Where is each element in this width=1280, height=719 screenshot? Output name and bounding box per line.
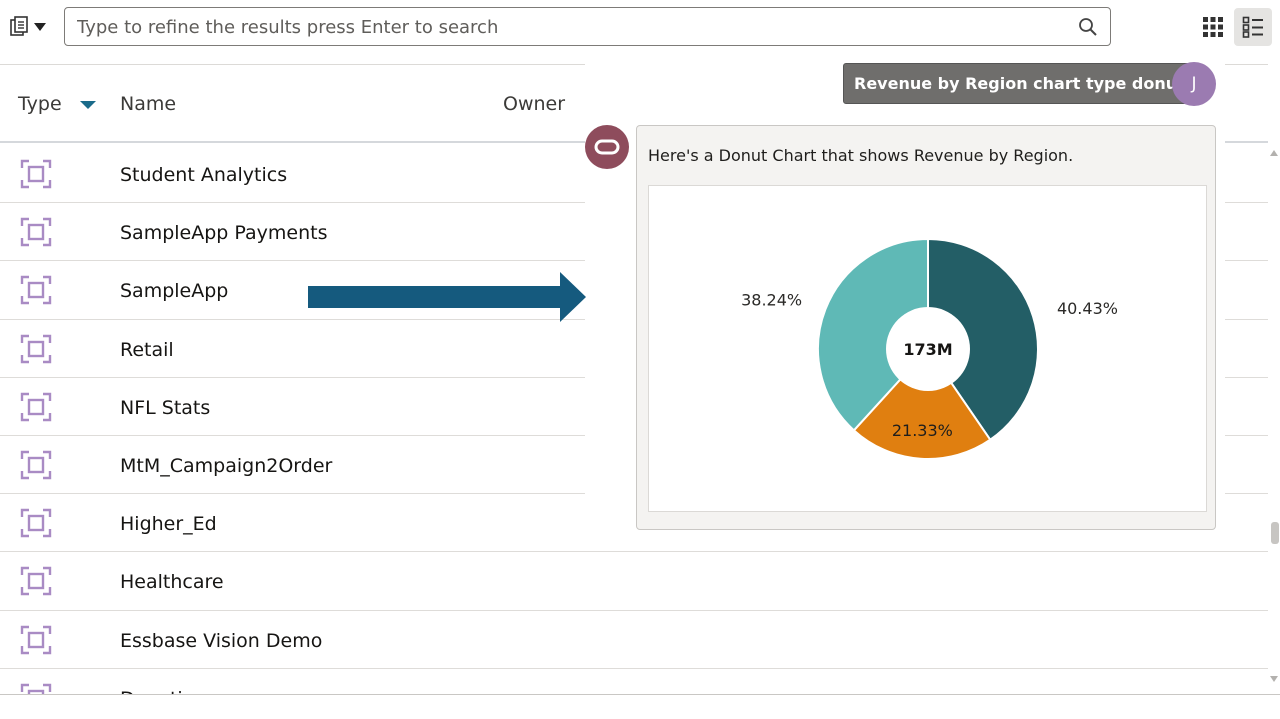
data-source-menu-icon (10, 16, 28, 36)
donut-slice[interactable] (852, 347, 992, 460)
subject-area-icon (20, 276, 52, 305)
subject-area-icon (20, 450, 52, 480)
subject-area-icon (20, 567, 52, 596)
scroll-thumb[interactable] (1271, 522, 1279, 544)
data-source-menu-button[interactable] (8, 12, 54, 42)
grid-view-button[interactable] (1194, 8, 1232, 46)
subject-area-icon (20, 334, 52, 363)
list-item-name: Donations (120, 688, 216, 694)
user-avatar-initial: J (1191, 74, 1197, 94)
sort-descending-icon[interactable] (80, 101, 96, 109)
list-item-name: SampleApp (120, 280, 229, 303)
subject-area-icon (20, 625, 52, 654)
grid-view-icon (1203, 17, 1223, 37)
vertical-scrollbar[interactable] (1268, 142, 1280, 694)
divider (0, 694, 1280, 695)
list-item[interactable]: Essbase Vision Demo (0, 611, 1268, 669)
scroll-down-icon[interactable] (1270, 676, 1278, 682)
donut-slice[interactable] (927, 237, 1039, 442)
assistant-message-card: Here's a Donut Chart that shows Revenue … (636, 125, 1216, 530)
list-item-name: Higher_Ed (120, 513, 217, 536)
list-item[interactable]: Donations (0, 669, 1268, 694)
column-header-name[interactable]: Name (120, 93, 177, 115)
donut-chart: 40.43% 21.33% 38.24% 173M (648, 185, 1207, 512)
list-view-icon (1242, 16, 1263, 38)
list-item-name: MtM_Campaign2Order (120, 454, 333, 477)
list-item[interactable]: Higher_Ed (0, 494, 1268, 553)
donut-slice[interactable] (817, 237, 929, 432)
search-icon[interactable] (1078, 17, 1098, 37)
list-view-button[interactable] (1234, 8, 1272, 46)
subject-area-icon (20, 159, 52, 189)
user-avatar: J (1172, 62, 1216, 106)
assistant-avatar (585, 125, 629, 169)
assistant-message-text: Here's a Donut Chart that shows Revenue … (648, 146, 1074, 165)
toolbar (0, 0, 1280, 56)
subject-area-icon (20, 508, 52, 538)
subject-area-icon (20, 217, 52, 247)
chevron-down-icon (34, 23, 46, 31)
oracle-icon (594, 139, 620, 155)
list-item-name: Retail (120, 338, 174, 361)
search-box[interactable] (64, 7, 1111, 46)
annotation-arrow-icon (308, 272, 586, 322)
user-message-bubble: Revenue by Region chart type donut (843, 63, 1196, 104)
slice-data-label: 21.33% (892, 421, 953, 440)
user-message-text: Revenue by Region chart type donut (854, 74, 1185, 93)
slice-data-label: 38.24% (741, 290, 802, 309)
list-item-name: Healthcare (120, 571, 224, 594)
list-item-name: Student Analytics (120, 164, 288, 186)
scroll-up-icon[interactable] (1270, 150, 1278, 156)
donut-chart-svg: 40.43% 21.33% 38.24% 173M (741, 237, 1118, 460)
list-item[interactable]: Healthcare (0, 552, 1268, 611)
subject-area-icon (20, 392, 52, 421)
list-item-name: SampleApp Payments (120, 222, 328, 245)
search-input[interactable] (77, 14, 1057, 40)
donut-center-label: 173M (903, 340, 952, 359)
column-header-owner[interactable]: Owner (503, 93, 566, 115)
list-item-name: NFL Stats (120, 396, 211, 419)
donut-hole (886, 307, 970, 391)
subject-area-icon (20, 683, 52, 694)
slice-data-label: 40.43% (1057, 299, 1118, 318)
column-header-type[interactable]: Type (18, 93, 62, 115)
list-item-name: Essbase Vision Demo (120, 629, 323, 652)
